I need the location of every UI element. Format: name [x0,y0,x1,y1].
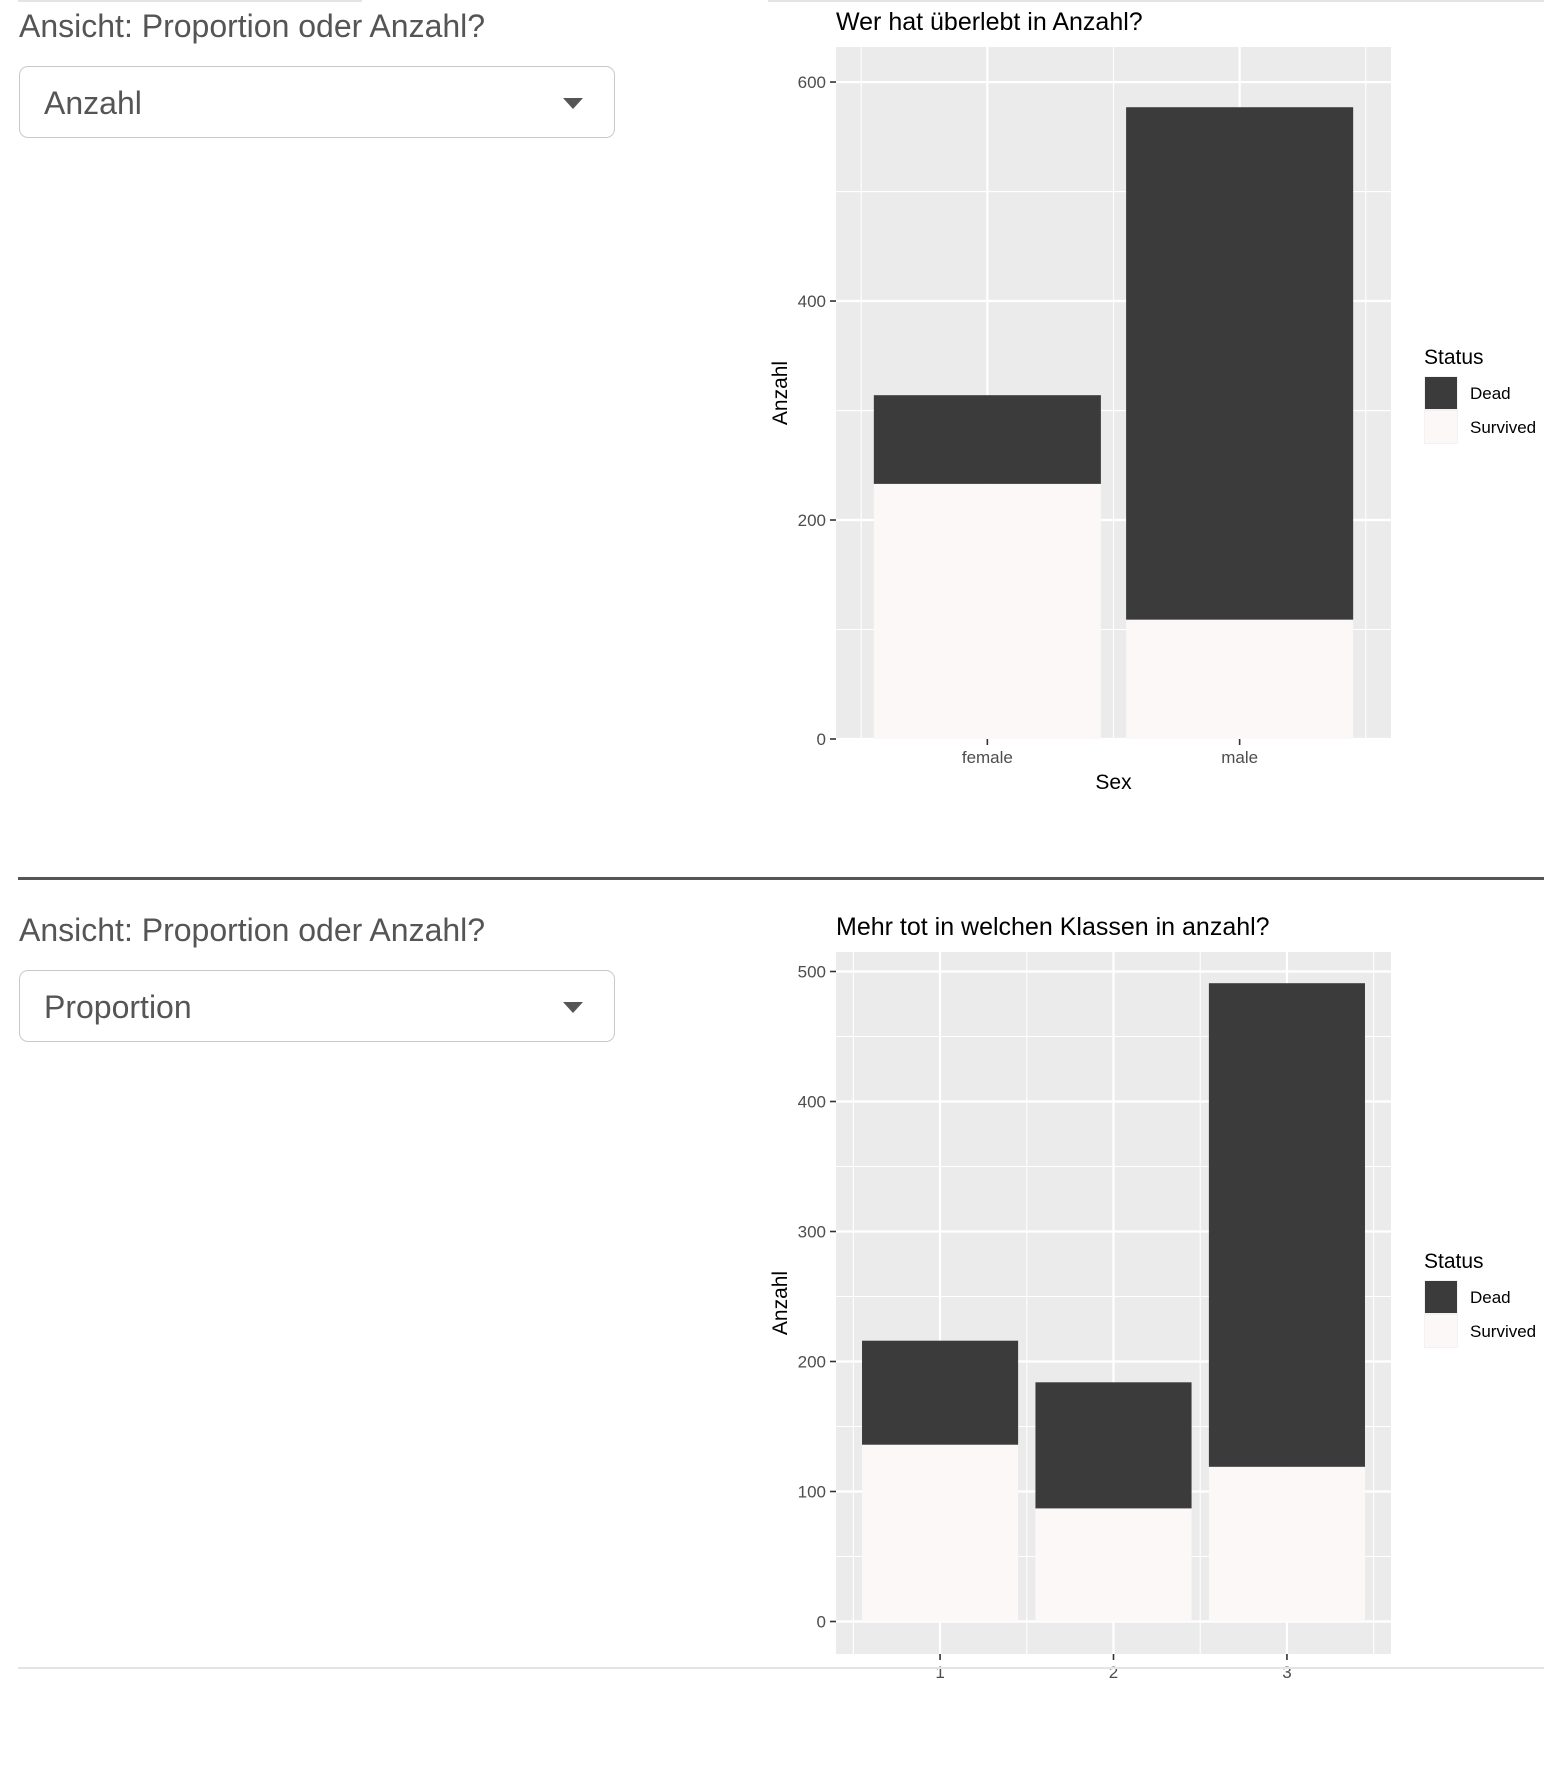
y-tick-label: 600 [798,73,826,92]
legend-key-dead [1425,1281,1457,1313]
panel-class: Ansicht: Proportion oder Anzahl? Proport… [0,904,1544,1774]
x-tick-label: male [1221,748,1258,767]
bar-survived-1 [862,1444,1019,1622]
y-tick-label: 200 [798,1353,826,1372]
y-tick-label: 0 [817,1613,826,1632]
view-mode-selected-value: Anzahl [44,85,142,121]
bar-survived-3 [1208,1466,1365,1622]
bar-dead-female [873,395,1101,484]
survival-by-sex-chart: Wer hat überlebt in Anzahl? 0 200 400 600 fem… [769,8,1536,794]
chart-title: Mehr tot in welchen Klassen in anzahl? [836,913,1270,941]
bar-dead-1 [862,1340,1019,1445]
y-tick-label: 0 [817,730,826,749]
legend-key-survived [1425,411,1457,443]
bar-survived-male [1126,619,1354,739]
legend-label-survived: Survived [1470,418,1536,437]
top-edge-left [18,0,362,2]
y-tick-label: 100 [798,1483,826,1502]
legend-label-dead: Dead [1470,1288,1511,1307]
bar-dead-male [1126,107,1354,620]
chevron-down-icon [563,98,583,109]
bar-survived-2 [1035,1508,1192,1622]
chart-title: Wer hat überlebt in Anzahl? [836,8,1143,36]
y-tick-label: 400 [798,292,826,311]
legend-title: Status [1424,1250,1484,1273]
y-tick-label: 400 [798,1093,826,1112]
legend-label-survived: Survived [1470,1322,1536,1341]
legend-label-dead: Dead [1470,384,1511,403]
y-tick-label: 500 [798,963,826,982]
section-divider [18,877,1544,880]
x-tick-label: 3 [1282,1663,1291,1682]
panel-sex: Ansicht: Proportion oder Anzahl? Anzahl … [0,0,1544,870]
legend-title: Status [1424,346,1484,369]
x-axis-title: Sex [1095,771,1132,794]
view-mode-select[interactable]: Anzahl [19,66,615,138]
survival-by-class-chart: Mehr tot in welchen Klassen in anzahl? 0 1… [769,913,1536,1682]
y-tick-label: 200 [798,511,826,530]
y-tick-label: 300 [798,1223,826,1242]
x-tick-label: female [962,748,1013,767]
y-axis-title: Anzahl [769,361,792,425]
chevron-down-icon [563,1002,583,1013]
top-edge-right [768,0,1544,2]
bar-dead-2 [1035,1382,1192,1509]
x-tick-label: 1 [935,1663,944,1682]
x-tick-label: 2 [1109,1663,1118,1682]
legend-key-survived [1425,1315,1457,1347]
bottom-edge [18,1667,1544,1669]
view-mode-select[interactable]: Proportion [19,970,615,1042]
bar-dead-3 [1208,983,1365,1467]
bar-survived-female [873,483,1101,739]
y-axis-title: Anzahl [769,1271,792,1335]
view-mode-label: Ansicht: Proportion oder Anzahl? [19,912,486,948]
legend-key-dead [1425,377,1457,409]
view-mode-label: Ansicht: Proportion oder Anzahl? [19,8,486,44]
view-mode-selected-value: Proportion [44,989,192,1025]
